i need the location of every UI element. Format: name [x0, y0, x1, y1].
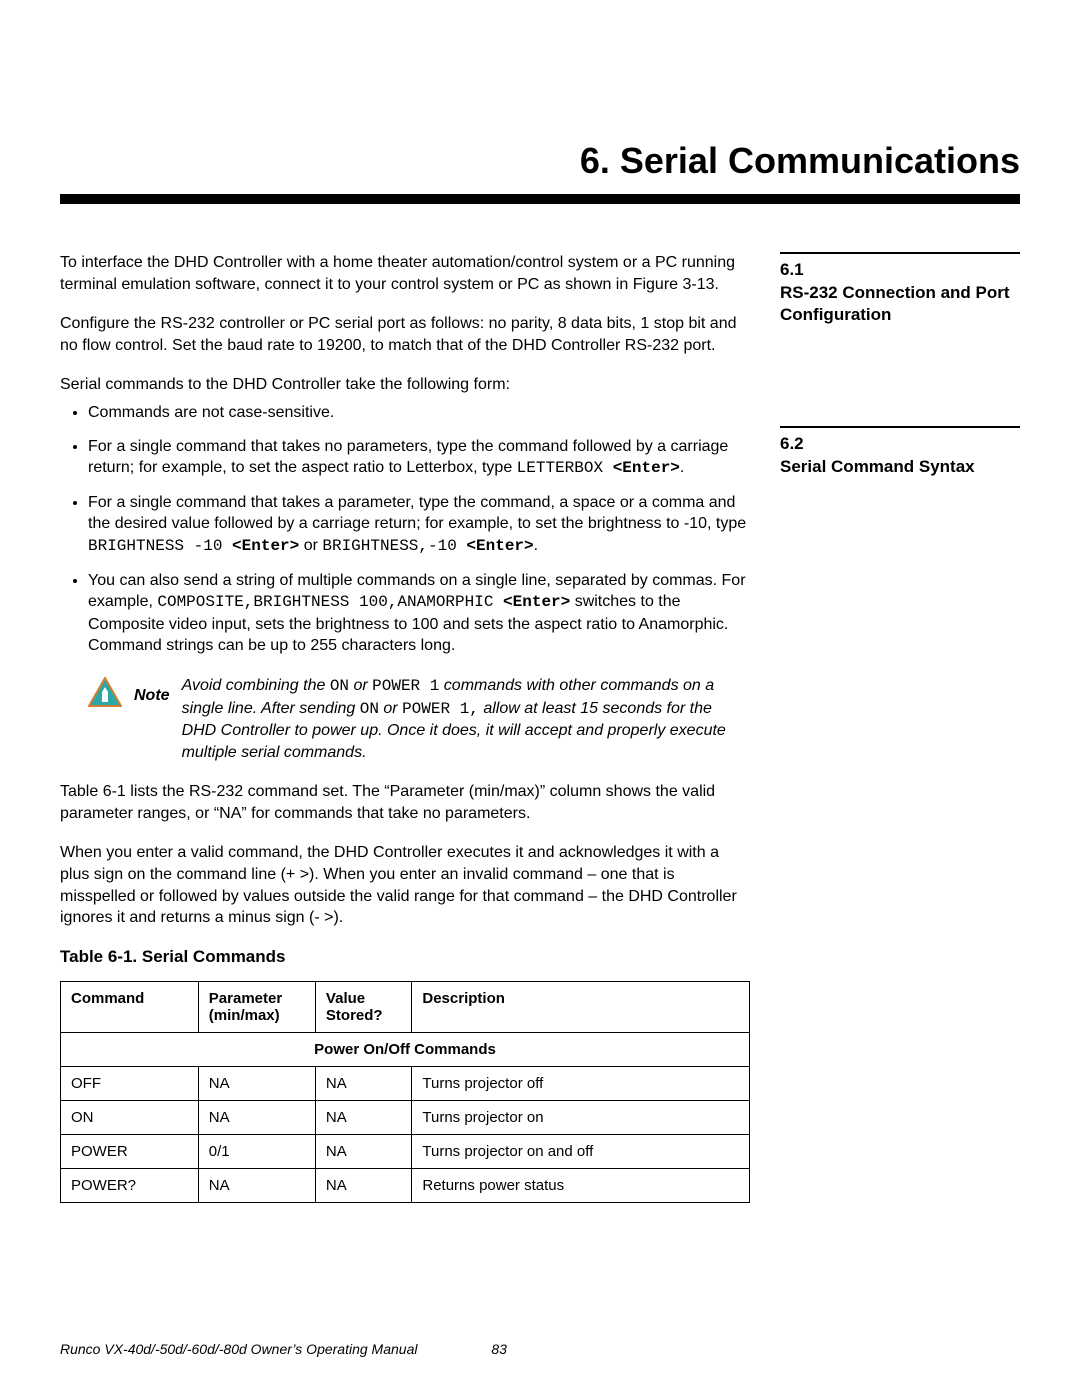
bullet-3: For a single command that takes a parame… [88, 492, 750, 558]
th-description: Description [412, 981, 750, 1032]
chapter-title: 6. Serial Communications [60, 140, 1020, 204]
table-row: POWER 0/1 NA Turns projector on and off [61, 1134, 750, 1168]
footer: Runco VX-40d/-50d/-60d/-80d Owner’s Oper… [60, 1341, 507, 1357]
sidebar-title: Serial Command Syntax [780, 456, 1020, 478]
bullet-2: For a single command that takes no param… [88, 436, 750, 480]
paragraph-intro-1: To interface the DHD Controller with a h… [60, 252, 750, 295]
footer-text: Runco VX-40d/-50d/-60d/-80d Owner’s Oper… [60, 1341, 417, 1357]
sidebar-title: RS-232 Connection and Port Configuration [780, 282, 1020, 326]
table-header-row: Command Parameter (min/max) Value Stored… [61, 981, 750, 1032]
note-text: Avoid combining the ON or POWER 1 comman… [182, 675, 750, 763]
chapter-number: 6. [580, 140, 610, 181]
paragraph-table-intro: Table 6-1 lists the RS-232 command set. … [60, 781, 750, 824]
sidebar-num: 6.2 [780, 434, 1020, 454]
table-row: OFF NA NA Turns projector off [61, 1066, 750, 1100]
paragraph-ack: When you enter a valid command, the DHD … [60, 842, 750, 928]
bullet-list: Commands are not case-sensitive. For a s… [60, 402, 750, 657]
th-command: Command [61, 981, 199, 1032]
warning-icon [88, 677, 122, 707]
sidebar-section-6-1: 6.1 RS-232 Connection and Port Configura… [780, 252, 1020, 326]
main-column: To interface the DHD Controller with a h… [60, 252, 750, 1203]
table-row: POWER? NA NA Returns power status [61, 1168, 750, 1202]
page-number: 83 [491, 1341, 507, 1357]
bullet-1: Commands are not case-sensitive. [88, 402, 750, 424]
table-section-row: Power On/Off Commands [61, 1032, 750, 1066]
serial-commands-table: Command Parameter (min/max) Value Stored… [60, 981, 750, 1203]
sidebar-num: 6.1 [780, 260, 1020, 280]
chapter-name: Serial Communications [620, 140, 1020, 181]
table-row: ON NA NA Turns projector on [61, 1100, 750, 1134]
th-parameter: Parameter (min/max) [198, 981, 315, 1032]
paragraph-intro-2: Configure the RS-232 controller or PC se… [60, 313, 750, 356]
note-box: Note Avoid combining the ON or POWER 1 c… [88, 675, 750, 763]
sidebar-section-6-2: 6.2 Serial Command Syntax [780, 426, 1020, 478]
note-label: Note [134, 687, 170, 705]
table-caption: Table 6-1. Serial Commands [60, 947, 750, 967]
sidebar: 6.1 RS-232 Connection and Port Configura… [780, 252, 1020, 1203]
table-section-label: Power On/Off Commands [61, 1032, 750, 1066]
th-value-stored: Value Stored? [315, 981, 411, 1032]
bullet-4: You can also send a string of multiple c… [88, 570, 750, 657]
paragraph-syntax-intro: Serial commands to the DHD Controller ta… [60, 374, 750, 396]
